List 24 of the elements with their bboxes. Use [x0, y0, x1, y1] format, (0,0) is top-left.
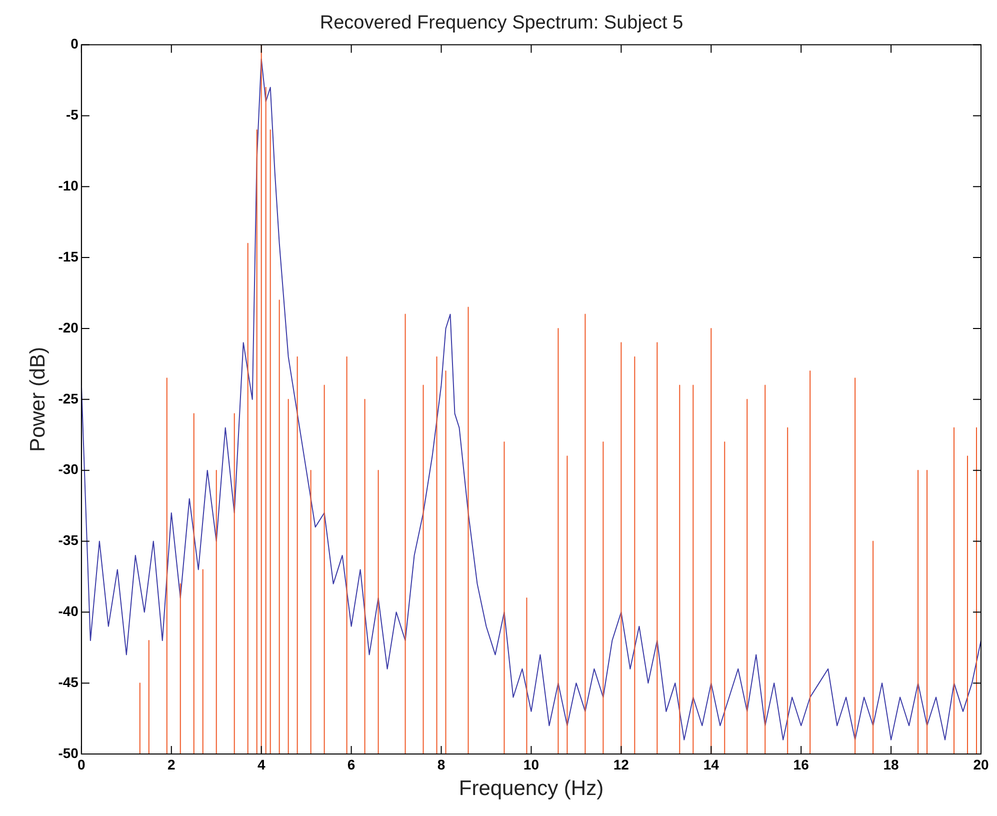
y-tick-label: -10: [58, 178, 79, 194]
y-tick-label: -25: [58, 390, 79, 406]
y-tick-label: -15: [58, 248, 79, 264]
x-tick-label: 14: [703, 756, 720, 772]
y-tick-label: -35: [58, 532, 79, 548]
y-tick-label: -20: [58, 319, 79, 336]
y-tick-label: 0: [70, 36, 79, 52]
x-tick-label: 2: [167, 756, 176, 772]
x-tick-label: 16: [793, 756, 810, 772]
y-axis-title: Power (dB): [26, 346, 50, 452]
x-axis-title: Frequency (Hz): [458, 777, 604, 800]
x-tick-label: 20: [973, 756, 989, 772]
x-tick-label: 10: [523, 756, 540, 772]
x-tick-label: 8: [437, 756, 446, 772]
y-tick-label: -45: [58, 674, 79, 690]
y-tick-label: -5: [66, 106, 79, 123]
x-tick-label: 6: [347, 756, 356, 772]
chart-title: Recovered Frequency Spectrum: Subject 5: [320, 12, 684, 34]
y-tick-label: -40: [58, 603, 79, 620]
y-tick-label: -30: [58, 461, 79, 478]
y-tick-label: -50: [58, 744, 79, 761]
x-tick-label: 18: [883, 756, 900, 772]
x-tick-label: 12: [613, 756, 630, 772]
x-tick-label: 4: [257, 756, 266, 772]
